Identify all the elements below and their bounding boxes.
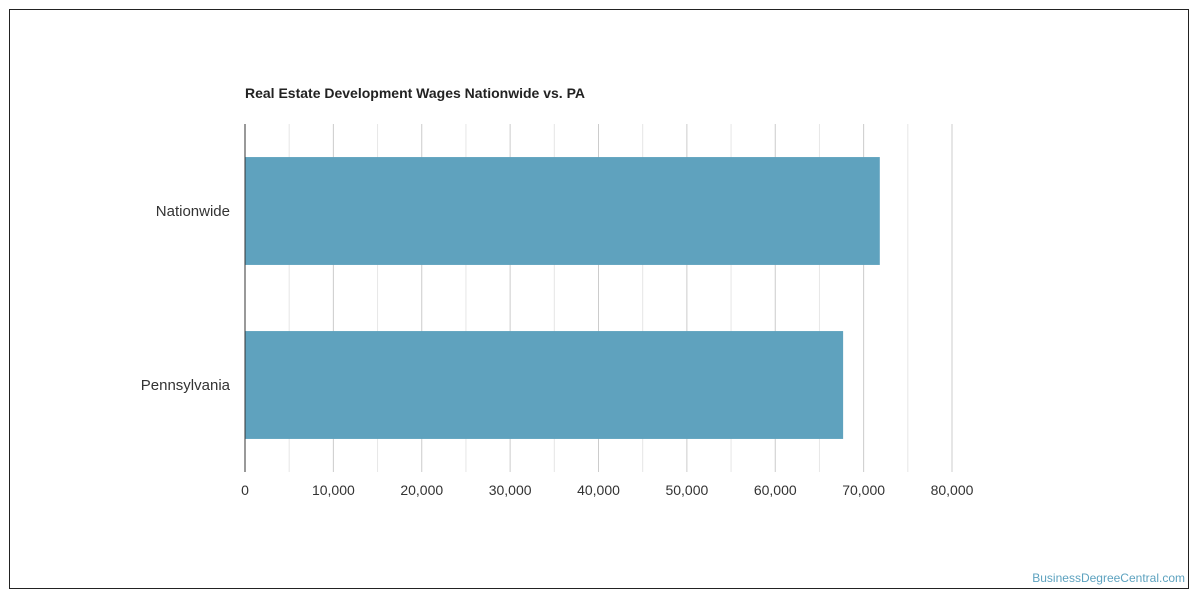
x-tick-label: 40,000 — [577, 482, 620, 498]
category-label: Nationwide — [156, 203, 230, 220]
chart-title: Real Estate Development Wages Nationwide… — [245, 85, 585, 101]
bars — [245, 157, 880, 439]
x-tick-label: 30,000 — [489, 482, 532, 498]
labels: Nationwide Pennsylvania 0 10,000 20,000 30,00… — [141, 203, 974, 498]
category-label: Pennsylvania — [141, 377, 231, 394]
x-tick-label: 20,000 — [400, 482, 443, 498]
x-tick-label: 60,000 — [754, 482, 797, 498]
bar-pennsylvania — [245, 331, 844, 439]
watermark: BusinessDegreeCentral.com — [1032, 571, 1185, 585]
x-tick-label: 10,000 — [312, 482, 355, 498]
x-tick-label: 80,000 — [931, 482, 974, 498]
bar-nationwide — [245, 157, 880, 265]
x-tick-label: 70,000 — [842, 482, 885, 498]
x-tick-label: 50,000 — [665, 482, 708, 498]
x-tick-label: 0 — [241, 482, 249, 498]
